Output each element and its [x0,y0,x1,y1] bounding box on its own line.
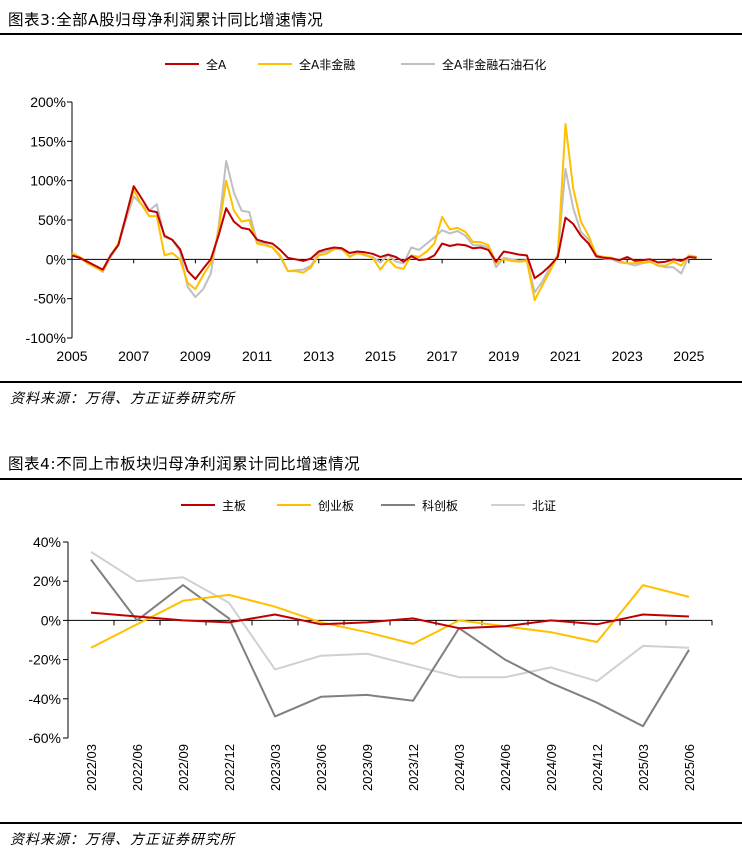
chart1-series-line-2 [71,123,697,302]
chart1-y-tick-label: 0% [46,251,66,267]
chart2-y-tick-label: -20% [28,652,61,668]
chart2-x-tick-label: 2023/03 [268,744,283,791]
chart2-series-line-3 [90,558,690,728]
figure-4-title: 图表4:不同上市板块归母净利润累计同比增速情况 [8,455,361,473]
chart1-x-tick-label: 2015 [365,348,396,364]
chart2-y-tick-label: -40% [28,691,61,707]
chart1-legend-label-1: 全A [206,57,227,72]
figure-3-title: 图表3:全部A股归母净利润累计同比增速情况 [8,11,324,29]
chart2-x-tick-label: 2024/03 [452,744,467,791]
chart2-y-tick-label: 40% [33,534,61,550]
chart-a-share-profit-growth: 全A 全A非金融 全A非金融石油石化 200% 150% 100% 50% 0% -50% -1… [26,57,712,364]
chart2-series-line-1 [90,611,690,630]
chart1-x-tick-label: 2011 [242,348,272,364]
chart1-y-tick-label: 150% [30,133,66,149]
chart1-legend-label-2: 全A非金融 [299,57,355,72]
chart2-series-line-4 [90,550,690,683]
chart2-x-tick-label: 2024/06 [498,744,513,791]
chart2-legend-label-2: 创业板 [318,499,354,513]
chart1-y-tick-label: -100% [26,330,66,346]
chart1-y-tick-label: -50% [33,291,66,307]
chart1-x-tick-label: 2005 [56,348,87,364]
chart2-x-tick-label: 2025/06 [682,744,697,791]
chart2-legend-label-4: 北证 [532,499,556,513]
chart1-x-tick-label: 2021 [550,348,581,364]
chart1-x-tick-label: 2013 [303,348,334,364]
figure-4-source: 资料来源：万得、方正证券研究所 [10,832,235,848]
chart1-x-tick-label: 2009 [180,348,211,364]
chart2-y-tick-label: 0% [41,612,61,628]
chart-board-profit-growth: 主板 创业板 科创板 北证 40%20%0%-20%-40%-60% 2022/03 2… [28,499,713,791]
chart1-series-line-1 [71,185,697,280]
chart1-legend: 全A 全A非金融 全A非金融石油石化 [165,57,546,72]
chart1-y-tick-label: 200% [30,94,66,110]
chart2-x-tick-label: 2024/12 [590,744,605,791]
chart2-x-tick-label: 2023/12 [406,744,421,791]
chart1-y-tick-label: 50% [38,212,66,228]
chart2-x-tick-label: 2024/09 [544,744,559,791]
chart1-series-line-3 [71,160,697,299]
chart2-x-tick-label: 2022/12 [222,744,237,791]
chart2-x-tick-label: 2023/06 [314,744,329,791]
figure-4-top-rule [0,478,742,480]
chart2-x-tick-label: 2022/06 [130,744,145,791]
chart1-plot-lines [71,123,697,302]
chart1-x-tick-label: 2017 [427,348,458,364]
figure-4-bottom-rule [0,822,742,824]
chart2-x-tick-label: 2022/03 [84,744,99,791]
figure-3-top-rule [0,33,742,35]
chart1-y-tick-label: 100% [30,173,66,189]
chart1-x-tick-label: 2025 [673,348,704,364]
chart2-y-tick-label: 20% [33,573,61,589]
chart2-legend-label-1: 主板 [222,499,246,513]
figure-3-bottom-rule [0,381,742,383]
chart2-plot-lines [90,550,690,728]
chart2-y-axis: 40% 20% 0% -20% -40% -60% [28,534,69,746]
chart2-series-line-2 [90,584,690,649]
chart1-x-tick-label: 2023 [612,348,643,364]
chart1-x-tick-label: 2019 [488,348,519,364]
chart2-legend: 主板 创业板 科创板 北证 [181,499,556,513]
chart1-legend-label-3: 全A非金融石油石化 [442,57,546,72]
chart1-x-tick-label: 2007 [118,348,149,364]
chart2-x-tick-label: 2025/03 [636,744,651,791]
chart2-y-tick-label: -60% [28,730,61,746]
chart1-y-axis: 200% 150% 100% 50% 0% -50% -100% [26,94,73,346]
chart2-legend-label-3: 科创板 [422,499,458,513]
chart2-x-tick-label: 2023/09 [360,744,375,791]
chart2-x-axis: 2022/03 2022/06 2022/09 2022/12 2023/03 2023/… [67,619,713,791]
chart2-x-tick-label: 2022/09 [176,744,191,791]
figure-3-source: 资料来源：万得、方正证券研究所 [10,391,235,407]
chart1-x-axis: 2005 2007 2009 2011 2013 2015 2017 2019 2021 2023… [56,258,712,364]
